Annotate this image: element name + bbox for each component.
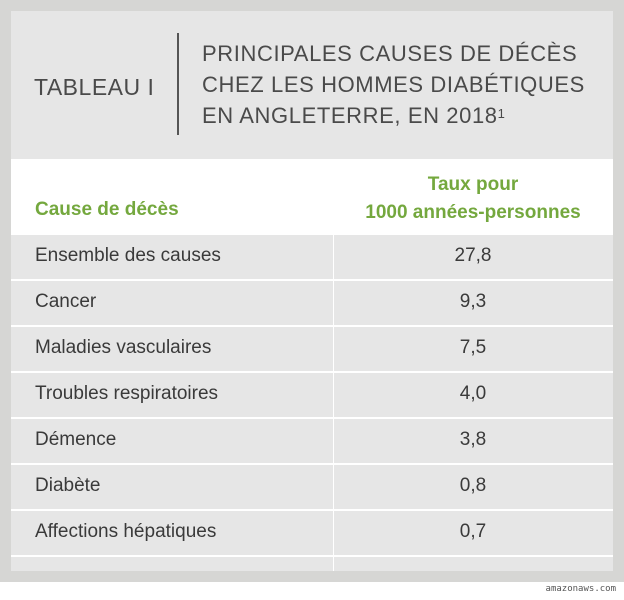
table-row: Démence 3,8 (11, 419, 613, 465)
title-line-2: CHEZ LES HOMMES DIABÉTIQUES (202, 72, 585, 97)
table-title: PRINCIPALES CAUSES DE DÉCÈS CHEZ LES HOM… (202, 38, 602, 131)
table-card: TABLEAU I PRINCIPALES CAUSES DE DÉCÈS CH… (11, 11, 613, 571)
column-header-rate-line-1: Taux pour (427, 174, 519, 195)
rate-cell: 7,5 (459, 337, 487, 358)
cause-cell: Ensemble des causes (35, 245, 221, 266)
column-headers: Cause de décès Taux pour 1000 années-per… (11, 159, 613, 235)
cause-cell: Diabète (35, 475, 101, 496)
column-header-rate-line-2: 1000 années-personnes (365, 202, 581, 223)
column-divider (333, 159, 334, 571)
table-tag: TABLEAU I (34, 74, 155, 100)
title-line-3: EN ANGLETERRE, EN 20181 (202, 100, 602, 131)
table-row: Maladies vasculaires 7,5 (11, 327, 613, 373)
table-row: Cancer 9,3 (11, 281, 613, 327)
footnote-mark: 1 (497, 106, 506, 121)
column-header-cause: Cause de décès (35, 199, 179, 220)
cause-cell: Cancer (35, 291, 97, 312)
title-line-3-text: EN ANGLETERRE, EN 2018 (202, 103, 498, 128)
table-row: Diabète 0,8 (11, 465, 613, 511)
rate-cell: 4,0 (459, 383, 487, 404)
table-row: Troubles respiratoires 4,0 (11, 373, 613, 419)
table-row: Affections hépatiques 0,7 (11, 511, 613, 557)
cause-cell: Démence (35, 429, 117, 450)
table-body: Ensemble des causes 27,8 Cancer 9,3 Maladies… (11, 235, 613, 557)
rate-cell: 9,3 (459, 291, 487, 312)
table-header: TABLEAU I PRINCIPALES CAUSES DE DÉCÈS CH… (11, 11, 613, 157)
column-header-rate: Taux pour 1000 années-personnes (333, 171, 613, 227)
rate-cell: 0,7 (459, 521, 487, 542)
title-line-1: PRINCIPALES CAUSES DE DÉCÈS (202, 41, 578, 66)
rate-cell: 27,8 (454, 245, 492, 266)
rate-cell: 0,8 (459, 475, 487, 496)
watermark: amazonaws.com (545, 584, 616, 594)
table-row: Ensemble des causes 27,8 (11, 235, 613, 281)
cause-cell: Affections hépatiques (35, 521, 217, 542)
rate-cell: 3,8 (459, 429, 487, 450)
header-divider (177, 33, 179, 135)
cause-cell: Maladies vasculaires (35, 337, 212, 358)
cause-cell: Troubles respiratoires (35, 383, 219, 404)
